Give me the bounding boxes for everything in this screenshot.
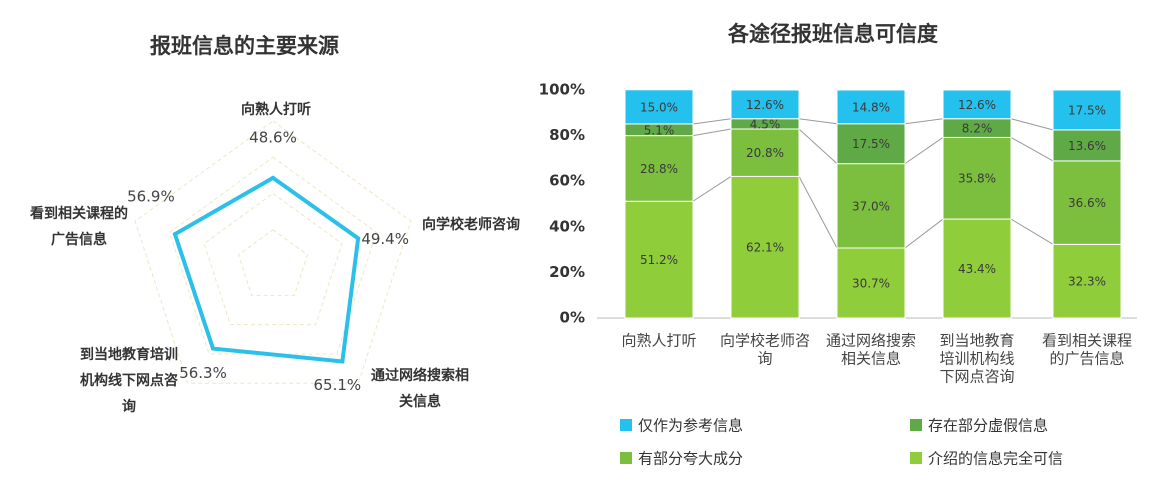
radar-axis-label: 向熟人打听 — [241, 101, 311, 118]
radar-point — [356, 236, 361, 241]
radar-grid-ring — [203, 192, 343, 326]
bar-data-label: 62.1% — [746, 241, 784, 255]
bar-category-label: 向熟人打听 — [621, 332, 696, 350]
radar-point — [172, 232, 177, 237]
bar-data-label: 12.6% — [746, 98, 784, 112]
bar-segment — [836, 163, 906, 249]
bar-connector-line — [1010, 218, 1054, 245]
radar-grid-ring — [237, 229, 309, 296]
bar-segment — [942, 89, 1012, 120]
bar-connector-line — [1010, 136, 1054, 162]
legend-label: 介绍的信息完全可信 — [928, 450, 1063, 468]
bar-y-tick-label: 100% — [539, 81, 585, 99]
bar-data-label: 20.8% — [746, 146, 784, 160]
bar-data-label: 14.8% — [852, 100, 890, 114]
bar-y-tick-label: 60% — [549, 172, 585, 190]
radar-chart-title: 报班信息的主要来源 — [150, 34, 339, 58]
radar-axis-label: 向学校老师咨询 — [422, 216, 520, 233]
legend-swatch — [620, 452, 632, 464]
bar-segment — [730, 175, 800, 319]
bar-category-label: 通过网络搜索 — [826, 332, 916, 350]
radar-value-label: 56.3% — [179, 364, 227, 382]
bar-segment — [730, 89, 800, 120]
bar-category-label: 的广告信息 — [1049, 350, 1124, 368]
bar-connector-line — [798, 128, 838, 165]
radar-point — [271, 175, 275, 180]
radar-axis-label: 机构线下网点咨 — [80, 372, 178, 389]
bar-connector-line — [692, 118, 732, 125]
bar-segment — [624, 135, 694, 202]
bar-y-tick-label: 0% — [560, 309, 585, 327]
bar-category-label: 相关信息 — [841, 350, 901, 368]
bar-data-label: 28.8% — [640, 162, 678, 176]
radar-value-label: 48.6% — [249, 128, 297, 146]
radar-point — [211, 346, 216, 351]
bar-connector-line — [1010, 118, 1054, 131]
radar-grid-ring — [134, 120, 412, 384]
bar-segment — [1052, 89, 1122, 131]
bar-chart-title: 各途径报班信息可信度 — [728, 22, 938, 46]
bar-data-label: 12.6% — [958, 98, 996, 112]
bar-segment — [1052, 160, 1122, 245]
bar-category-label: 向学校老师咨 — [720, 332, 810, 350]
bar-data-label: 30.7% — [852, 277, 890, 291]
legend-swatch — [910, 452, 922, 464]
legend-swatch — [910, 419, 922, 431]
radar-point — [340, 359, 345, 364]
bar-data-label: 51.2% — [640, 253, 678, 267]
bar-segment — [836, 123, 906, 165]
legend-label: 存在部分虚假信息 — [928, 417, 1048, 435]
bar-data-label: 43.4% — [958, 262, 996, 276]
bar-data-label: 4.5% — [750, 117, 781, 131]
bar-y-tick-label: 20% — [549, 263, 585, 281]
bar-category-label: 培训机构线 — [939, 350, 1014, 368]
radar-axis-label: 看到相关课程的 — [29, 205, 128, 222]
bar-connector-line — [692, 175, 732, 202]
radar-series-polygon — [172, 175, 361, 364]
radar-axis-label: 广告信息 — [51, 231, 107, 248]
bar-segment — [836, 89, 906, 125]
radar-value-label: 49.4% — [361, 230, 409, 248]
bar-segment — [624, 89, 694, 125]
bar-segment — [942, 218, 1012, 319]
bar-data-label: 35.8% — [958, 172, 996, 186]
radar-axis-label: 询 — [122, 398, 136, 415]
bar-segment — [836, 247, 906, 319]
radar-value-label: 65.1% — [314, 376, 362, 394]
bar-y-tick-label: 40% — [549, 217, 585, 235]
bar-segment — [1052, 243, 1122, 319]
bar-segment — [730, 128, 800, 177]
bar-connector-line — [904, 137, 944, 165]
bar-category-label: 到当地教育 — [939, 332, 1014, 350]
bar-connector-line — [692, 128, 732, 137]
radar-axis-label: 通过网络搜索相 — [371, 367, 469, 384]
bar-category-label: 看到相关课程 — [1042, 332, 1132, 350]
legend-label: 有部分夸大成分 — [638, 450, 743, 468]
legend-label: 仅作为参考信息 — [638, 417, 743, 435]
bar-data-label: 17.5% — [1068, 103, 1106, 117]
bar-category-label: 下网点咨询 — [939, 368, 1014, 386]
bar-data-label: 17.5% — [852, 137, 890, 151]
radar-value-label: 56.9% — [127, 188, 175, 206]
bar-data-label: 15.0% — [640, 100, 678, 114]
bar-segment — [942, 136, 1012, 220]
bar-data-label: 5.1% — [644, 123, 675, 137]
bar-data-label: 37.0% — [852, 199, 890, 213]
radar-grid-ring — [168, 156, 378, 355]
bar-segment — [624, 200, 694, 319]
bar-connector-line — [904, 118, 944, 125]
bar-data-label: 32.3% — [1068, 275, 1106, 289]
bar-category-label: 询 — [757, 350, 772, 368]
bar-connector-line — [904, 218, 944, 249]
radar-axis-label: 关信息 — [399, 393, 441, 410]
bar-data-label: 36.6% — [1068, 196, 1106, 210]
legend-swatch — [620, 419, 632, 431]
bar-data-label: 13.6% — [1068, 139, 1106, 153]
bar-connector-line — [798, 118, 838, 125]
bar-data-label: 8.2% — [962, 122, 993, 136]
bar-y-tick-label: 80% — [549, 126, 585, 144]
bar-connector-line — [798, 176, 838, 249]
radar-axis-label: 到当地教育培训 — [80, 346, 178, 363]
